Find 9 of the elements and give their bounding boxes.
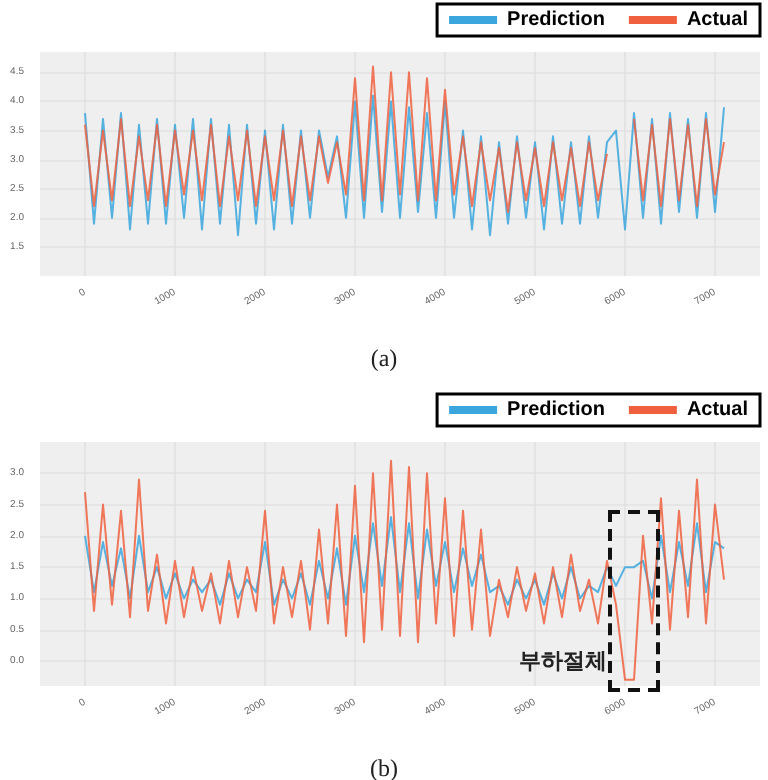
legend-label: Actual [686,9,749,31]
annotation: 부하절체 [518,646,607,677]
legend-label: Prediction [507,9,605,31]
line-series [84,516,725,606]
line-series [84,459,725,681]
line-series [84,94,725,237]
text: (a) [368,344,400,374]
legend-label: Prediction [507,399,605,421]
legend-label: Actual [686,399,749,421]
